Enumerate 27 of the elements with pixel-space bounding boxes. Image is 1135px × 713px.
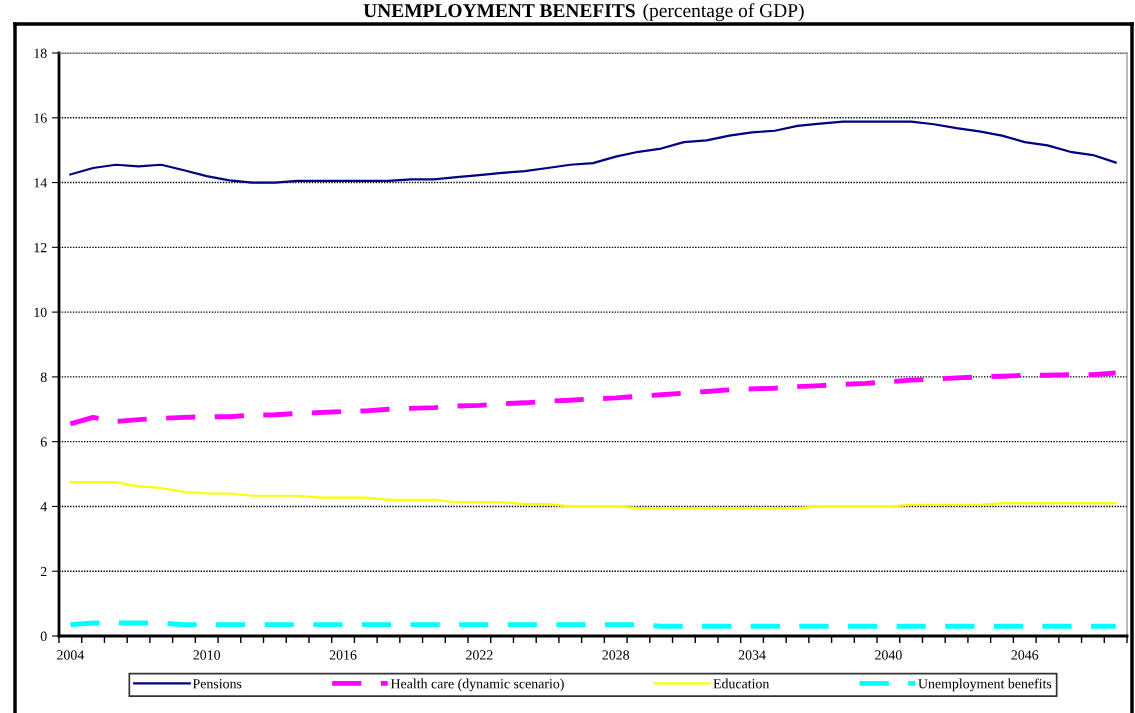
y-tick-label: 0: [40, 631, 47, 641]
y-tick-label: 16: [34, 113, 47, 123]
legend-label: Pensions: [192, 679, 242, 689]
legend-label: Education: [713, 678, 770, 689]
legend-label: Unemployment benefits: [918, 678, 1052, 692]
y-tick-label: 4: [40, 502, 47, 512]
chart-subtitle: (percentage of GDP): [643, 3, 804, 22]
x-tick-label: 2040: [875, 650, 902, 660]
x-tick-label: 2016: [329, 650, 357, 660]
line-series: [67, 370, 1119, 427]
y-tick-label: 14: [34, 178, 47, 188]
chart-title: UNEMPLOYMENT BENEFITS: [363, 4, 635, 18]
y-tick-label: 18: [34, 48, 47, 58]
line-series: [69, 481, 1117, 510]
x-tick-label: 2010: [193, 650, 221, 660]
y-tick-label: 2: [40, 566, 47, 577]
y-tick-label: 10: [34, 307, 47, 318]
y-tick-label: 6: [40, 437, 47, 447]
y-tick-label: 12: [34, 242, 47, 253]
x-tick-label: 2046: [1011, 650, 1039, 660]
line-series: [69, 120, 1117, 184]
y-tick-label: 8: [40, 372, 47, 382]
x-tick-label: 2028: [602, 650, 630, 660]
x-tick-label: 2034: [738, 650, 766, 660]
legend-label: Health care (dynamic scenario): [390, 678, 564, 692]
x-tick-label: 2004: [57, 650, 85, 660]
x-tick-label: 2022: [466, 650, 493, 660]
